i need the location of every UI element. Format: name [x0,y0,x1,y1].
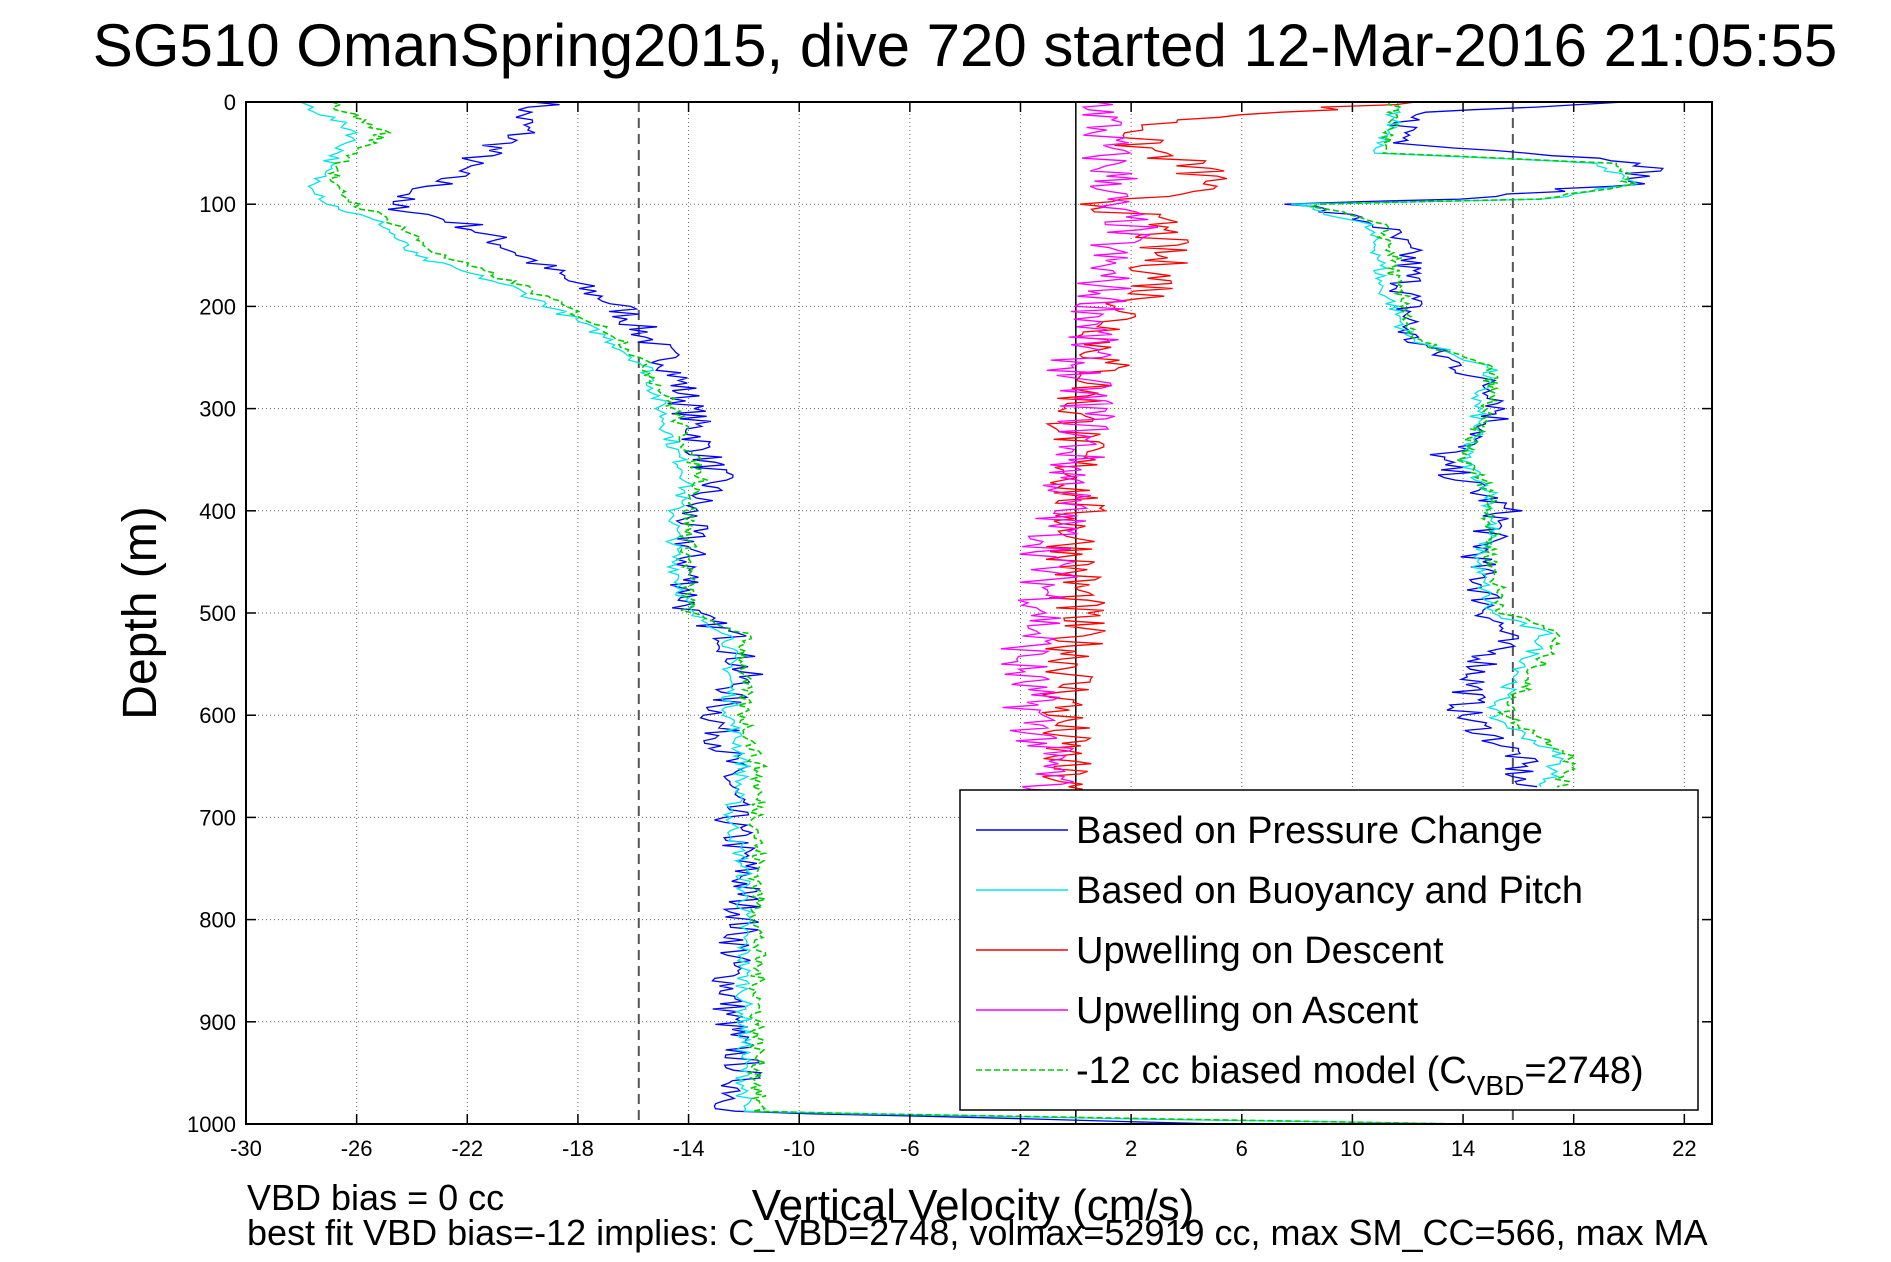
series-line-1-ascent [1284,102,1665,788]
x-tick-label: 14 [1451,1136,1475,1161]
series-line-5-descent [327,102,1460,1124]
x-axis-label: Vertical Velocity (cm/s) [752,1181,1195,1230]
series-line-1-descent [387,102,1222,1124]
x-tick-label: -26 [341,1136,373,1161]
series-line-4 [1000,102,1159,798]
legend-box [959,789,1699,1111]
x-tick-label: -22 [451,1136,483,1161]
x-tick-label: 6 [1236,1136,1248,1161]
y-axis-label: Depth (m) [114,506,167,719]
x-tick-label: -14 [673,1136,705,1161]
x-tick-label: 18 [1561,1136,1585,1161]
y-tick-label: 0 [224,90,236,115]
x-tick-label: 10 [1340,1136,1364,1161]
best-fit-note: best fit VBD bias=-12 implies: C_VBD=274… [247,1212,1708,1253]
x-tick-label: -18 [562,1136,594,1161]
y-tick-label: 200 [199,294,236,319]
x-tick-label: -2 [1011,1136,1031,1161]
legend: Based on Pressure Change Based on Buoyanc… [959,789,1699,1111]
series-line-3 [1040,102,1416,798]
y-tick-label: 500 [199,601,236,626]
series-line-2-ascent [1291,102,1639,788]
y-tick-label: 900 [199,1010,236,1035]
x-tick-label: 2 [1125,1136,1137,1161]
y-tick-label: 700 [199,805,236,830]
y-axis-ticks: 0 100 200 300 400 500 600 700 800 900 1000 [187,90,1712,1137]
y-tick-label: 1000 [187,1112,236,1137]
plot-area [300,102,1665,1124]
y-tick-label: 400 [199,499,236,524]
series-group [300,102,1665,1124]
x-tick-label: -10 [783,1136,815,1161]
x-tick-label: -30 [230,1136,262,1161]
y-tick-label: 100 [199,192,236,217]
chart-title: SG510 OmanSpring2015, dive 720 started 1… [93,12,1837,79]
legend-label: Based on Buoyancy and Pitch [1076,870,1583,912]
series-line-5-ascent [1308,102,1635,788]
vbd-bias-note: VBD bias = 0 cc [247,1177,504,1218]
legend-label: Upwelling on Ascent [1076,990,1419,1032]
x-tick-label: 22 [1672,1136,1696,1161]
legend-label: Upwelling on Descent [1076,930,1444,972]
legend-label: Based on Pressure Change [1076,810,1543,852]
legend-label: -12 cc biased model (CVBD=2748) [1076,1050,1644,1101]
x-axis-ticks: -30 -26 -22 -18 -14 -10 -6 -2 2 6 10 14 18 22 [230,102,1697,1161]
y-tick-label: 600 [199,703,236,728]
x-tick-label: -6 [900,1136,920,1161]
y-tick-label: 800 [199,908,236,933]
y-tick-label: 300 [199,397,236,422]
